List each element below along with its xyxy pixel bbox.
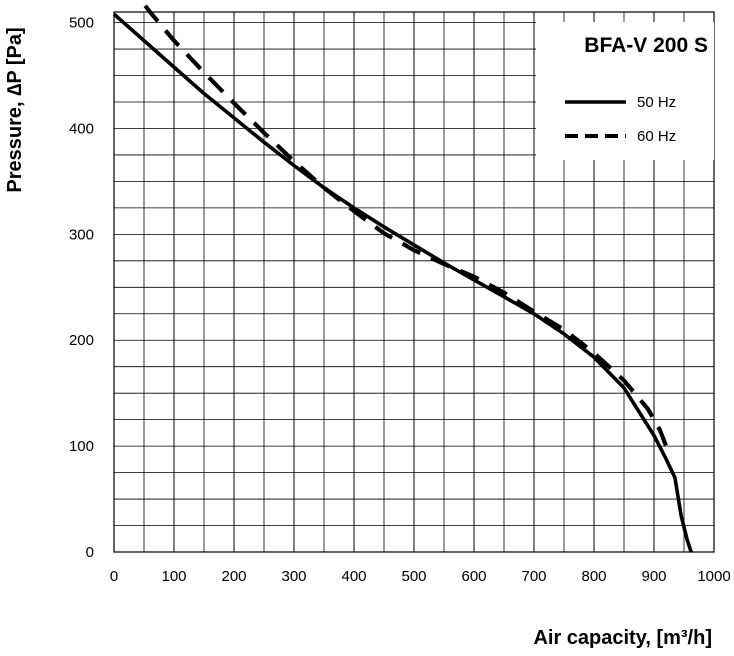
x-tick-label: 400 [341, 568, 366, 585]
x-axis-title: Air capacity, [m³/h] [533, 627, 712, 649]
y-axis-title: Pressure, ∆P [Pa] [4, 27, 26, 192]
x-tick-label: 100 [161, 568, 186, 585]
y-tick-label: 200 [69, 332, 94, 349]
x-tick-label: 800 [581, 568, 606, 585]
x-tick-label: 600 [461, 568, 486, 585]
legend-label-50hz: 50 Hz [637, 94, 676, 111]
y-tick-label: 400 [69, 120, 94, 137]
y-tick-label: 300 [69, 226, 94, 243]
x-tick-label: 300 [281, 568, 306, 585]
chart-series [112, 0, 693, 553]
y-tick-label: 500 [69, 15, 94, 32]
y-tick-label: 100 [69, 438, 94, 455]
tick-labels: 0 100 200 300 400 500 600 700 800 900 1000 0 100 200 3… [69, 15, 731, 585]
x-tick-label: 0 [110, 568, 118, 585]
x-tick-label: 1000 [697, 568, 730, 585]
legend: BFA-V 200 S 50 Hz 60 Hz [536, 22, 714, 160]
y-tick-label: 0 [86, 544, 94, 561]
x-tick-label: 500 [401, 568, 426, 585]
series-line-50hz [112, 12, 693, 553]
x-tick-label: 700 [521, 568, 546, 585]
legend-label-60hz: 60 Hz [637, 128, 676, 145]
x-tick-label: 200 [221, 568, 246, 585]
plot-frame [113, 11, 715, 553]
chart-title: BFA-V 200 S [584, 34, 708, 57]
series-line-60hz [138, 0, 671, 455]
x-tick-label: 900 [641, 568, 666, 585]
